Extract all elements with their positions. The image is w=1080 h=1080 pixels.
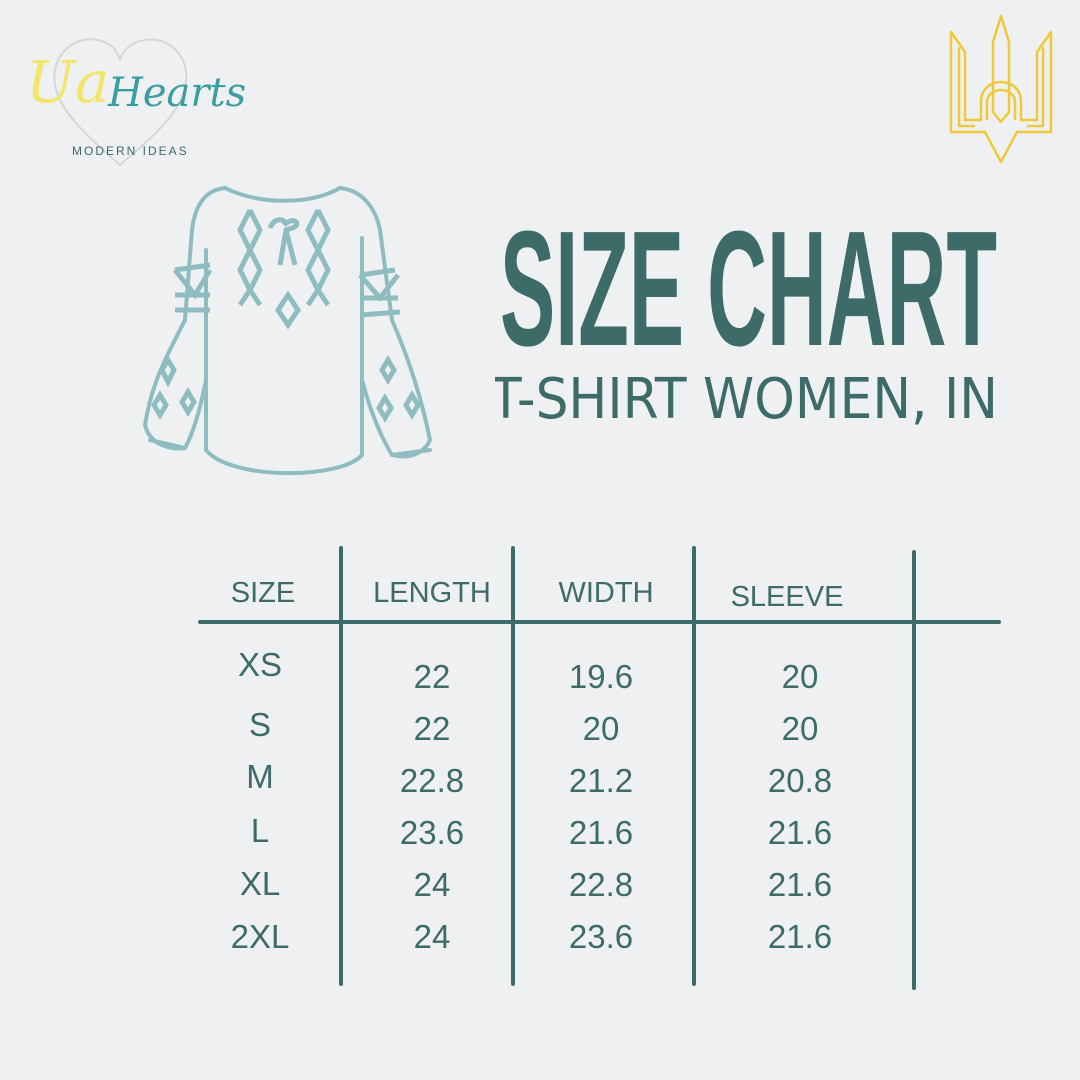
table-divider	[511, 546, 515, 986]
cell-size: XS	[237, 646, 283, 683]
table-divider	[339, 546, 343, 986]
cell-width: 21.2	[568, 762, 634, 799]
cell-length: 24	[413, 918, 451, 955]
page-subtitle: T-SHIRT WOMEN, IN	[495, 367, 998, 432]
logo-tagline: MODERN IDEAS	[72, 144, 189, 158]
cell-width: 21.6	[568, 814, 634, 851]
header-underline	[198, 620, 1001, 624]
brand-logo: Ua Hearts MODERN IDEAS	[20, 30, 246, 170]
cell-width: 20	[582, 710, 620, 747]
heart-outline-logo-icon	[53, 38, 188, 167]
cell-sleeve: 21.6	[767, 918, 833, 955]
cell-width: 23.6	[568, 918, 634, 955]
title-block: SIZE CHART T-SHIRT WOMEN, IN	[495, 215, 998, 432]
cell-size: M	[246, 758, 274, 795]
cell-size: XL	[239, 865, 281, 902]
cell-length: 22	[413, 710, 451, 747]
embroidered-blouse-illustration	[143, 186, 432, 476]
cell-size: 2XL	[230, 918, 290, 955]
cell-size: S	[248, 706, 272, 743]
cell-sleeve: 21.6	[767, 814, 833, 851]
ukrainian-trident-icon	[949, 14, 1053, 164]
table-divider	[692, 546, 696, 986]
cell-length: 22	[413, 658, 451, 695]
logo-text-ua: Ua	[26, 48, 110, 116]
column-header-sleeve: SLEEVE	[730, 581, 844, 613]
column-header-size: SIZE	[230, 577, 296, 609]
cell-sleeve: 20.8	[767, 762, 833, 799]
cell-length: 23.6	[399, 814, 465, 851]
table-divider	[912, 550, 916, 990]
page-title: SIZE CHART	[500, 215, 997, 380]
column-header-length: LENGTH	[373, 577, 491, 609]
cell-width: 19.6	[568, 658, 634, 695]
column-header-width: WIDTH	[558, 577, 654, 609]
cell-length: 22.8	[399, 762, 465, 799]
cell-width: 22.8	[568, 866, 634, 903]
cell-sleeve: 21.6	[767, 866, 833, 903]
cell-length: 24	[413, 866, 451, 903]
logo-text-hearts: Hearts	[108, 70, 247, 116]
cell-size: L	[250, 812, 270, 849]
cell-sleeve: 20	[781, 658, 819, 695]
cell-sleeve: 20	[781, 710, 819, 747]
